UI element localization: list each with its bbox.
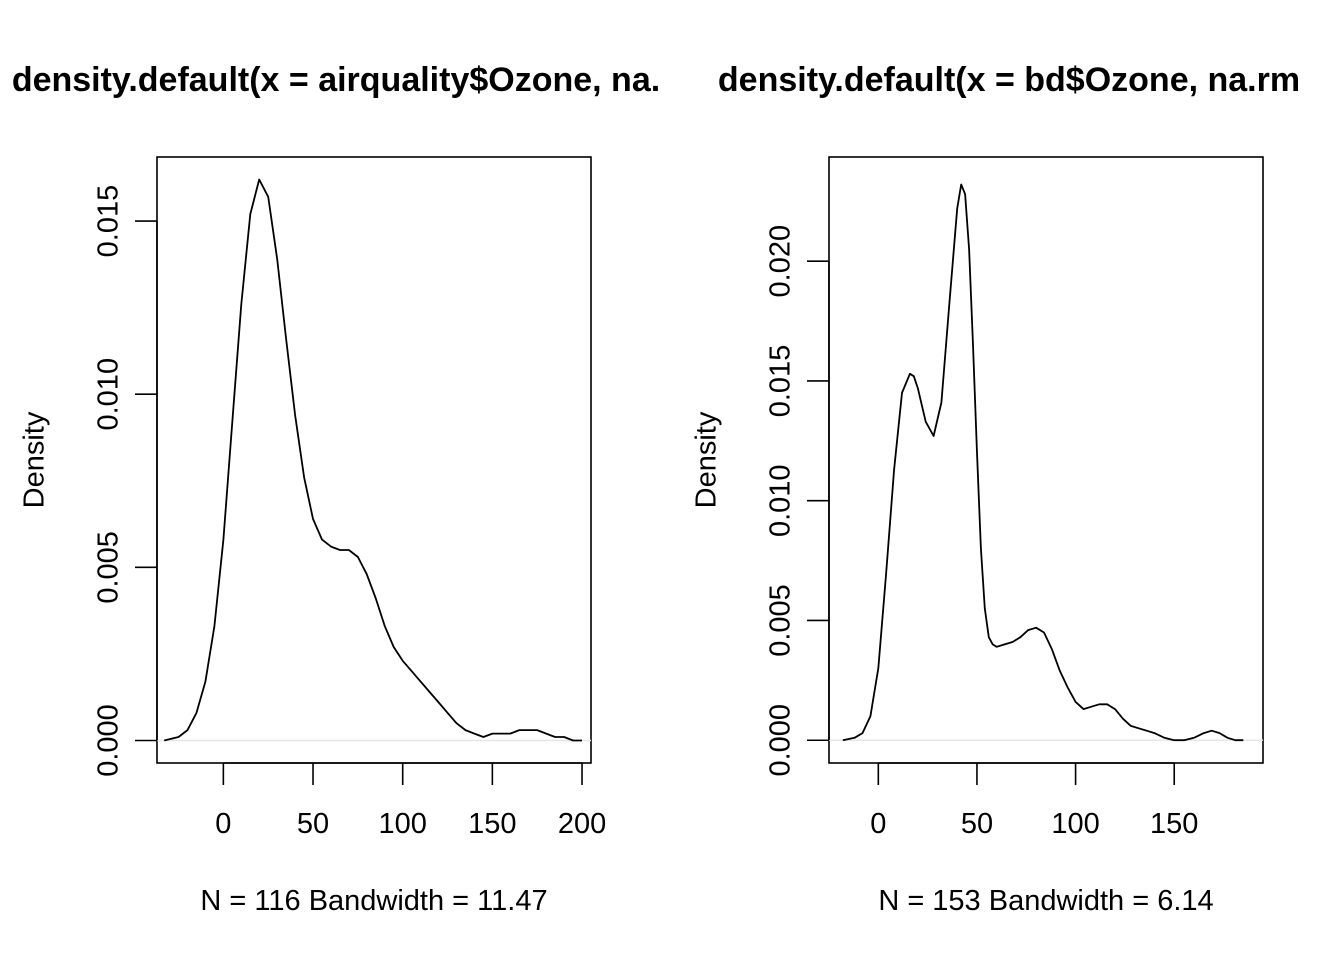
- plot-frame: [828, 156, 1264, 764]
- y-tick-label: 0.005: [765, 584, 797, 657]
- chart-title: density.default(x = bd$Ozone, na.rm: [718, 61, 1300, 99]
- y-tick-label: 0.010: [93, 358, 125, 431]
- x-tick-label: 0: [215, 808, 231, 840]
- x-tick-label: 0: [870, 808, 886, 840]
- left-density-plot: density.default(x = airquality$Ozone, na…: [12, 61, 660, 917]
- x-tick-label: 200: [558, 808, 606, 840]
- x-axis-label: N = 116 Bandwidth = 11.47: [200, 885, 547, 917]
- right-density-plot: density.default(x = bd$Ozone, na.rm 0 50 10…: [691, 61, 1300, 917]
- plot-frame: [156, 156, 592, 764]
- density-curve: [842, 183, 1244, 742]
- x-tick-label: 150: [468, 808, 516, 840]
- y-tick-label: 0.000: [765, 704, 797, 777]
- x-tick-label: 100: [1051, 808, 1099, 840]
- x-tick-label: 150: [1150, 808, 1198, 840]
- y-axis-label: Density: [19, 411, 51, 508]
- y-tick-label: 0.020: [765, 225, 797, 298]
- y-tick-label: 0.015: [765, 345, 797, 418]
- x-axis-label: N = 153 Bandwidth = 6.14: [878, 885, 1213, 917]
- x-tick-label: 50: [297, 808, 329, 840]
- y-axis-label: Density: [691, 411, 723, 508]
- y-tick-label: 0.005: [93, 531, 125, 604]
- x-tick-label: 50: [961, 808, 993, 840]
- y-tick-label: 0.010: [765, 464, 797, 537]
- chart-title: density.default(x = airquality$Ozone, na…: [12, 61, 660, 99]
- density-curve: [163, 178, 582, 742]
- x-tick-label: 100: [378, 808, 426, 840]
- y-tick-label: 0.000: [93, 704, 125, 777]
- y-tick-label: 0.015: [93, 185, 125, 258]
